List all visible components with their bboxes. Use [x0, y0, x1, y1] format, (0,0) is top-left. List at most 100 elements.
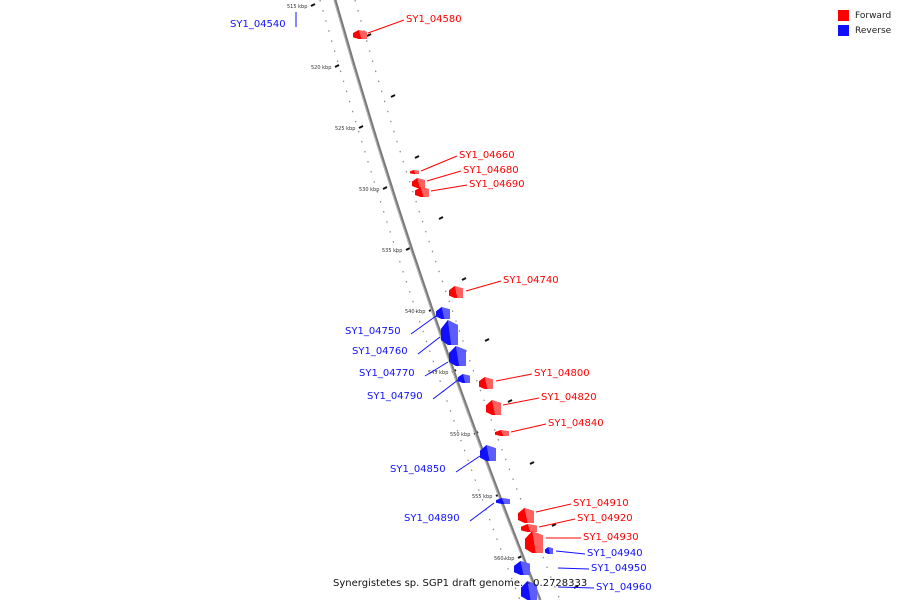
gene-label[interactable]: SY1_04890: [404, 513, 460, 524]
tick-mark: [366, 33, 372, 37]
tick-mark: [382, 186, 388, 190]
gene-label[interactable]: SY1_04920: [577, 513, 633, 524]
gene-block-highlight: [447, 320, 458, 345]
gene-block-highlight: [500, 430, 509, 436]
gene-sy1_04750[interactable]: SY1_04750: [345, 307, 450, 337]
reverse-swatch: [838, 25, 849, 36]
gene-label[interactable]: SY1_04930: [583, 532, 639, 543]
tick-mark: [461, 277, 467, 281]
gene-connector: [367, 19, 405, 34]
tick-mark: [358, 125, 364, 129]
gene-sy1_04850[interactable]: SY1_04850: [390, 445, 496, 475]
backbone-line: [333, 0, 542, 600]
gene-block-highlight: [527, 581, 537, 600]
inner-left-guide: [319, 0, 521, 600]
gene-sy1_04800[interactable]: SY1_04800: [479, 368, 590, 389]
gene-label[interactable]: SY1_04910: [573, 498, 629, 509]
gene-sy1_04890[interactable]: SY1_04890: [404, 498, 510, 524]
gene-connector: [555, 550, 586, 555]
genome-backbone: [333, 0, 542, 600]
gene-sy1_04960[interactable]: SY1_04960: [521, 581, 652, 600]
gene-label[interactable]: SY1_04580: [406, 14, 462, 25]
reverse-label: Reverse: [855, 25, 892, 36]
gene-connector: [557, 586, 595, 589]
gene-sy1_04690[interactable]: SY1_04690: [415, 179, 525, 197]
gene-label[interactable]: SY1_04840: [548, 418, 604, 429]
gene-label[interactable]: SY1_04660: [459, 150, 515, 161]
gene-label[interactable]: SY1_04740: [503, 275, 559, 286]
tick-mark: [390, 94, 396, 98]
gene-label[interactable]: SY1_04750: [345, 326, 401, 337]
gene-label[interactable]: SY1_04820: [541, 392, 597, 403]
gene-label[interactable]: SY1_04770: [359, 368, 415, 379]
tick-label: 515 kbp: [287, 4, 307, 10]
gene-connector: [469, 502, 495, 522]
gene-sy1_04930[interactable]: SY1_04930: [525, 531, 639, 553]
gene-label[interactable]: SY1_04940: [587, 548, 643, 559]
gene-block-highlight: [413, 170, 419, 174]
gene-connector: [538, 518, 576, 528]
genome-caption: Synergistetes sp. SGP1 draft genome. - 0…: [333, 578, 588, 589]
gene-label[interactable]: SY1_04690: [469, 179, 525, 190]
gene-connector: [417, 336, 441, 355]
gene-sy1_04660[interactable]: SY1_04660: [410, 150, 515, 174]
tick-mark: [310, 3, 316, 7]
tick-mark: [334, 64, 340, 68]
gene-sy1_04950[interactable]: SY1_04950: [514, 561, 647, 575]
tick-mark: [484, 338, 490, 342]
gene-sy1_04770[interactable]: SY1_04770: [359, 346, 466, 379]
gene-connector: [535, 503, 572, 513]
forward-swatch: [838, 10, 849, 21]
gene-block-highlight: [420, 187, 429, 197]
gene-label[interactable]: SY1_04540: [230, 19, 286, 30]
gene-connector: [432, 379, 459, 400]
gene-label[interactable]: SY1_04800: [534, 368, 590, 379]
gene-block-highlight: [417, 178, 425, 188]
gene-sy1_04740[interactable]: SY1_04740: [449, 275, 559, 298]
scale-ticks: 515 kbp 520 kbp 525 kbp 530 kbp 535 kbp 540 k…: [287, 3, 579, 589]
gene-sy1_04790[interactable]: SY1_04790: [367, 374, 470, 402]
tick-label: 555 kbp: [472, 494, 492, 500]
gene-sy1_04680[interactable]: SY1_04680: [412, 165, 519, 188]
gene-label[interactable]: SY1_04960: [596, 582, 652, 593]
tick-label: 560 kbp: [494, 556, 514, 562]
tick-label: 545 kbp: [428, 370, 448, 376]
gene-label[interactable]: SY1_04950: [591, 563, 647, 574]
gene-block-highlight: [548, 547, 553, 554]
gene-sy1_04760[interactable]: SY1_04760: [352, 320, 458, 357]
gene-connector: [455, 455, 481, 473]
gene-connector: [465, 280, 502, 292]
tick-mark: [529, 461, 535, 465]
gene-sy1_04910[interactable]: SY1_04910: [518, 498, 629, 523]
gene-block-highlight: [455, 346, 466, 366]
gene-connector: [495, 373, 533, 382]
gene-connector: [510, 423, 547, 433]
gene-block-highlight: [501, 498, 510, 504]
gene-connector: [424, 361, 449, 377]
gene-connector: [502, 397, 540, 406]
gene-sy1_04540[interactable]: SY1_04540: [230, 12, 297, 30]
gene-label[interactable]: SY1_04760: [352, 346, 408, 357]
gene-sy1_04840[interactable]: SY1_04840: [495, 418, 604, 436]
gene-sy1_04940[interactable]: SY1_04940: [545, 547, 643, 559]
gene-block-highlight: [527, 524, 537, 532]
gene-label[interactable]: SY1_04680: [463, 165, 519, 176]
gene-block-highlight: [524, 508, 534, 523]
gene-sy1_04920[interactable]: SY1_04920: [521, 513, 633, 532]
gene-block-highlight: [441, 307, 450, 319]
gene-connector: [430, 184, 468, 192]
tick-mark: [551, 523, 557, 527]
gene-sy1_04580[interactable]: SY1_04580: [353, 14, 462, 39]
gene-connector: [557, 567, 590, 570]
gene-block-highlight: [358, 30, 367, 39]
gene-sy1_04820[interactable]: SY1_04820: [486, 392, 597, 415]
gene-block-highlight: [454, 286, 463, 298]
legend-forward: Forward: [838, 8, 891, 23]
gene-block-highlight: [532, 531, 543, 553]
gene-connector: [420, 155, 458, 172]
gene-label[interactable]: SY1_04790: [367, 391, 423, 402]
gene-connector: [426, 170, 462, 182]
gene-label[interactable]: SY1_04850: [390, 464, 446, 475]
tick-mark: [405, 247, 411, 251]
